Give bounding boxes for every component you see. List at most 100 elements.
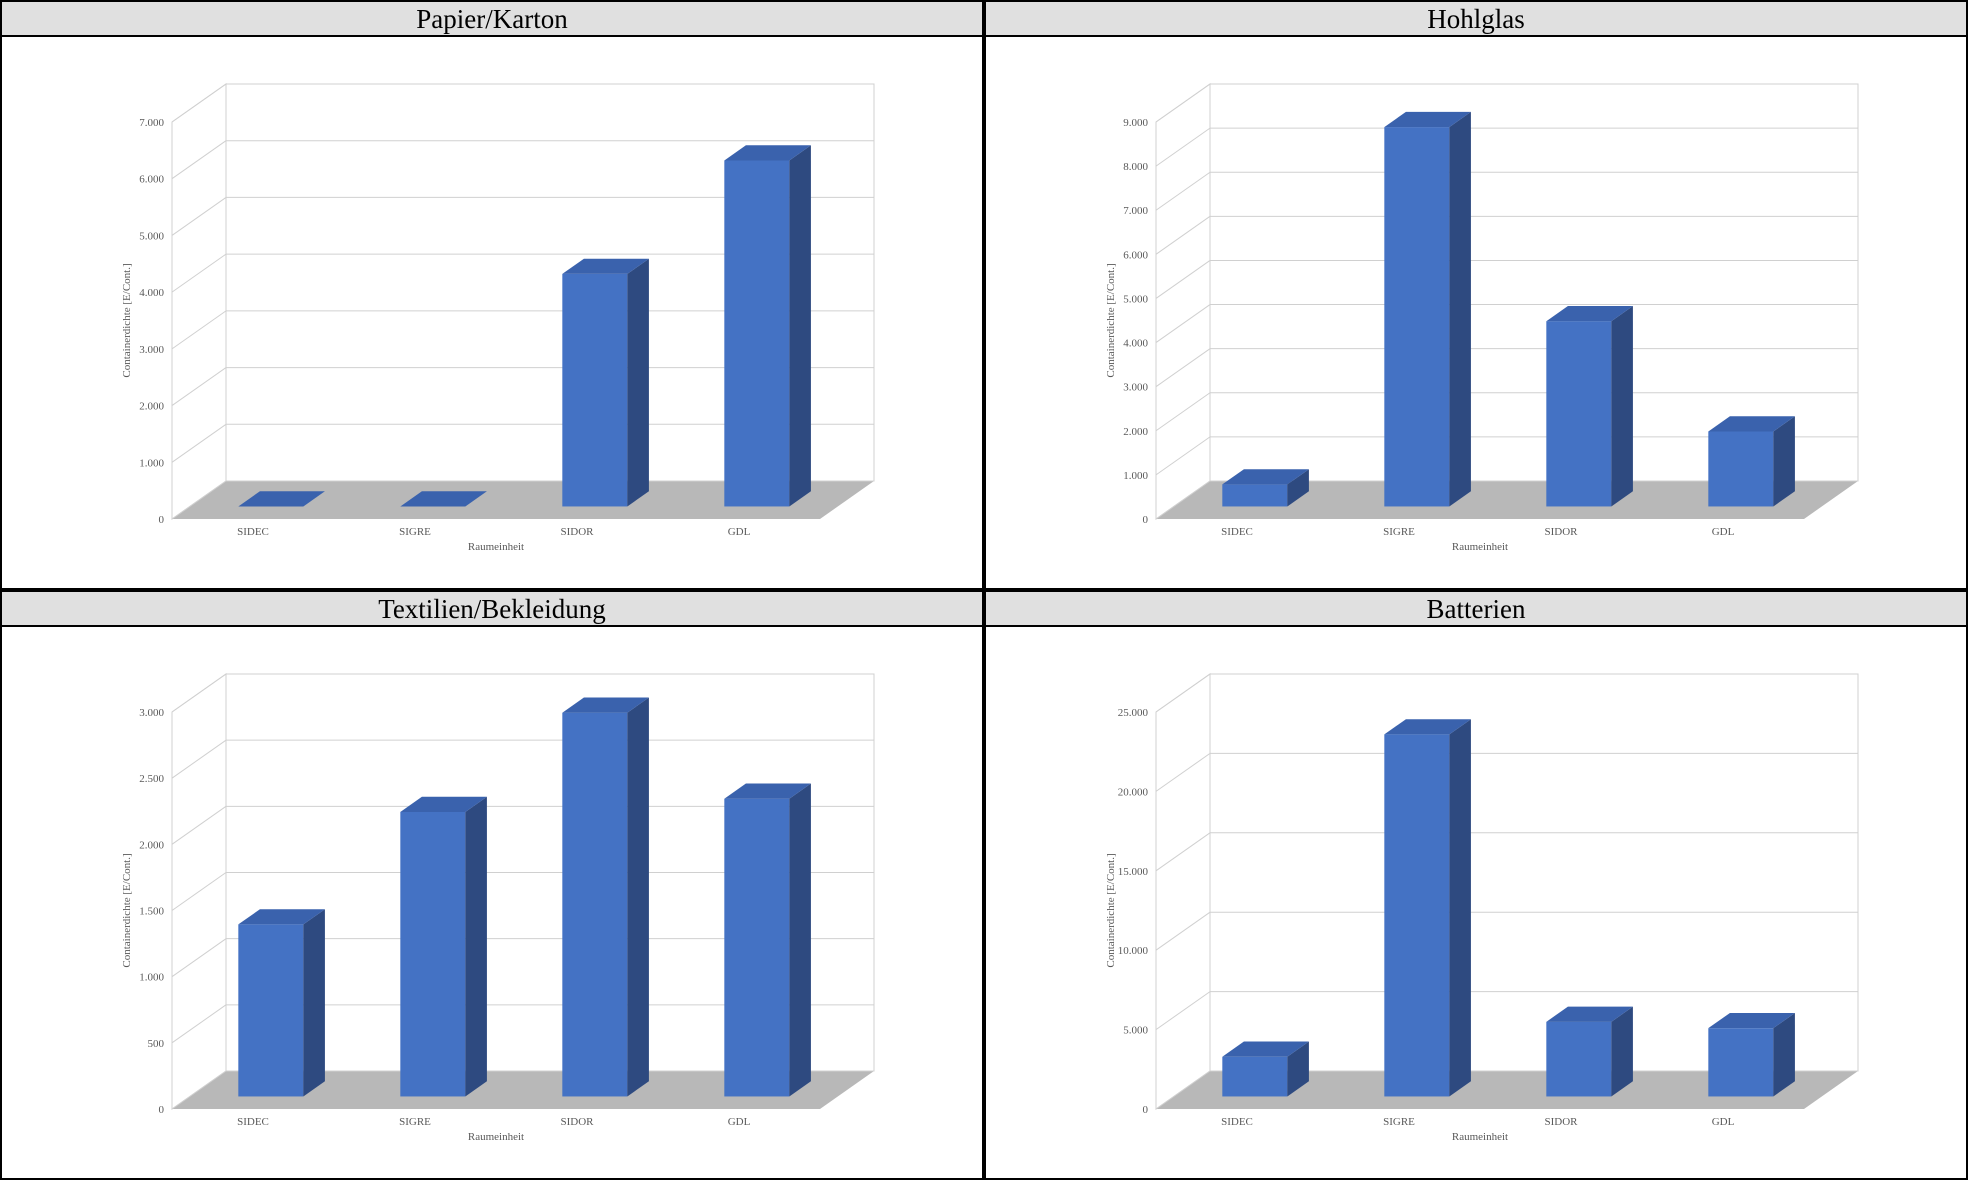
y-tick-label: 3.000 bbox=[139, 344, 164, 356]
bar-front bbox=[1384, 127, 1450, 507]
grid-line-side bbox=[171, 423, 227, 463]
x-tick-label: GDL bbox=[1712, 1116, 1735, 1128]
y-axis-label: Containerdichte [E/Cont.] bbox=[121, 263, 133, 377]
chart-cell: Hohlglas 0 1.000 2.000 3.000 4.000 5.000 6.000 7… bbox=[984, 0, 1968, 590]
y-tick-label: 10.000 bbox=[1118, 945, 1149, 957]
y-tick-label: 2.000 bbox=[139, 401, 164, 413]
y-tick-label: 1.000 bbox=[139, 972, 164, 984]
bar-front bbox=[1708, 1028, 1774, 1097]
x-tick-label: SIDEC bbox=[237, 1116, 269, 1128]
bar-top bbox=[1222, 1041, 1309, 1057]
grid-line-side bbox=[171, 253, 227, 293]
x-axis-label: Raumeinheit bbox=[1452, 1131, 1508, 1143]
bar-top bbox=[562, 258, 649, 274]
bar-front bbox=[724, 160, 790, 507]
chart-title: Textilien/Bekleidung bbox=[2, 592, 982, 627]
x-axis-label: Raumeinheit bbox=[468, 541, 524, 553]
grid-line-side bbox=[1155, 83, 1211, 123]
bar bbox=[400, 491, 487, 507]
floor bbox=[172, 1071, 874, 1109]
grid-line-side bbox=[171, 1070, 227, 1110]
grid-line-side bbox=[1155, 171, 1211, 211]
bar-side bbox=[1773, 416, 1795, 507]
y-tick-label: 0 bbox=[1143, 514, 1149, 526]
chart-title: Hohlglas bbox=[986, 2, 1966, 37]
floor bbox=[172, 481, 874, 519]
bar-side bbox=[627, 697, 649, 1097]
y-tick-label: 4.000 bbox=[139, 287, 164, 299]
bar-top bbox=[724, 783, 811, 799]
y-tick-label: 6.000 bbox=[139, 174, 164, 186]
y-tick-label: 9.000 bbox=[1123, 117, 1148, 129]
chart-title: Batterien bbox=[986, 592, 1966, 627]
grid-line-side bbox=[1155, 991, 1211, 1031]
bar-top bbox=[238, 491, 325, 507]
bar-side bbox=[465, 796, 487, 1097]
bar-front bbox=[1222, 484, 1288, 507]
bar-front bbox=[400, 811, 466, 1097]
bar-side bbox=[1773, 1012, 1795, 1097]
y-tick-label: 2.000 bbox=[1123, 426, 1148, 438]
y-tick-label: 3.000 bbox=[139, 707, 164, 719]
bar-top bbox=[1384, 111, 1471, 128]
bar-side bbox=[627, 258, 649, 507]
grid-line-side bbox=[171, 673, 227, 713]
bar-top bbox=[1546, 1006, 1633, 1022]
bar-top bbox=[562, 697, 649, 713]
bar-front bbox=[1384, 734, 1450, 1097]
x-tick-label: SIDOR bbox=[560, 1116, 594, 1128]
y-tick-label: 0 bbox=[159, 514, 165, 526]
bar-front bbox=[1708, 431, 1774, 507]
x-axis-label: Raumeinheit bbox=[468, 1131, 524, 1143]
x-tick-label: SIDOR bbox=[560, 526, 594, 538]
x-tick-label: SIDEC bbox=[237, 526, 269, 538]
grid-line-side bbox=[171, 805, 227, 845]
y-tick-label: 4.000 bbox=[1123, 338, 1148, 350]
grid-line-side bbox=[1155, 260, 1211, 299]
y-tick-label: 20.000 bbox=[1118, 786, 1149, 798]
grid-line-side bbox=[171, 872, 227, 911]
y-tick-label: 2.500 bbox=[139, 773, 164, 785]
side-wall bbox=[171, 83, 227, 520]
bar-front bbox=[238, 924, 304, 1097]
side-wall bbox=[1155, 83, 1211, 520]
bar-top bbox=[238, 909, 325, 925]
y-tick-label: 1.500 bbox=[139, 906, 164, 918]
bar-front bbox=[1546, 1021, 1612, 1097]
y-tick-label: 25.000 bbox=[1118, 707, 1149, 719]
grid-line-side bbox=[1155, 911, 1211, 951]
y-tick-label: 6.000 bbox=[1123, 249, 1148, 261]
bar-top bbox=[400, 796, 487, 812]
x-tick-label: SIDOR bbox=[1544, 1116, 1578, 1128]
grid-line-side bbox=[171, 310, 227, 350]
bar-front bbox=[1222, 1056, 1288, 1097]
bar bbox=[1546, 1006, 1633, 1097]
bar-top bbox=[1708, 416, 1795, 432]
bar bbox=[724, 783, 811, 1097]
grid-line-side bbox=[1155, 673, 1211, 713]
bar-front bbox=[724, 798, 790, 1097]
y-tick-label: 500 bbox=[148, 1038, 165, 1050]
bar bbox=[238, 491, 325, 507]
bar-side bbox=[789, 145, 811, 507]
bar bbox=[1546, 305, 1633, 507]
bar bbox=[1222, 469, 1309, 507]
y-tick-label: 3.000 bbox=[1123, 382, 1148, 394]
grid-line-side bbox=[1155, 480, 1211, 520]
x-tick-label: GDL bbox=[728, 526, 751, 538]
bar bbox=[562, 697, 649, 1097]
grid-line-side bbox=[1155, 1070, 1211, 1110]
bar-side bbox=[1449, 111, 1471, 507]
bar bbox=[1384, 719, 1471, 1097]
x-tick-label: GDL bbox=[1712, 526, 1735, 538]
chart: 0 5.000 10.000 15.000 20.000 25.000 SIDEC SIGRE… bbox=[1105, 673, 1859, 1143]
bar-top bbox=[724, 145, 811, 161]
bar-top bbox=[1384, 719, 1471, 735]
bar bbox=[1222, 1041, 1309, 1097]
x-tick-label: SIGRE bbox=[1383, 1116, 1415, 1128]
bar-side bbox=[1449, 719, 1471, 1097]
x-tick-label: SIDEC bbox=[1221, 526, 1253, 538]
grid-line-side bbox=[1155, 348, 1211, 388]
y-tick-label: 7.000 bbox=[139, 117, 164, 129]
bar-top bbox=[1222, 469, 1309, 485]
